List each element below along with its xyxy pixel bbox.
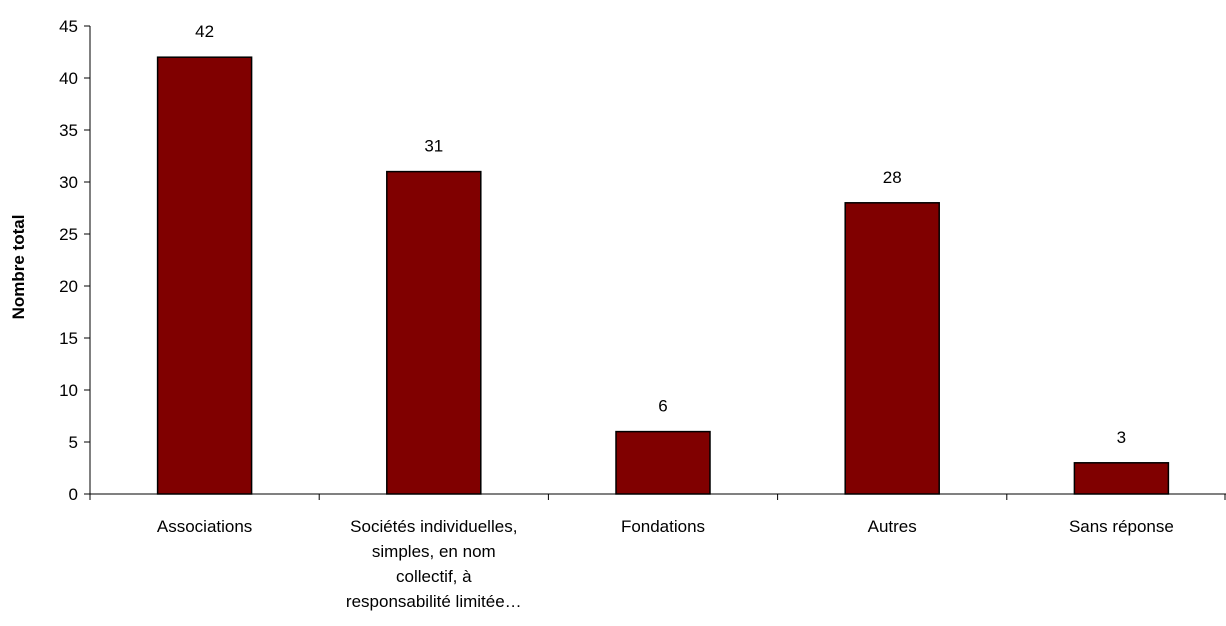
bar: [156, 56, 253, 495]
y-tick-label: 45: [59, 17, 78, 36]
data-label: 31: [424, 137, 443, 156]
y-axis-label: Nombre total: [9, 215, 28, 320]
value-labels: 42 31 6 28 3: [195, 22, 1126, 447]
category-labels: Associations Sociétés individuelles, simpl…: [157, 517, 1174, 611]
x-axis: [89, 493, 1226, 500]
x-tick-label: Autres: [868, 517, 917, 536]
data-label: 3: [1117, 428, 1126, 447]
y-tick-label: 35: [59, 121, 78, 140]
data-label: 6: [658, 397, 667, 416]
bar: [615, 430, 711, 495]
bars: [156, 56, 1170, 495]
bar: [844, 202, 940, 495]
y-tick-label: 30: [59, 173, 78, 192]
x-tick-label: Fondations: [621, 517, 705, 536]
x-tick-label: Associations: [157, 517, 252, 536]
bar: [1073, 462, 1170, 495]
y-tick-label: 40: [59, 69, 78, 88]
y-tick-label: 10: [59, 381, 78, 400]
y-axis-ticks: 0 5 10 15 20 25 30 35 40 45: [59, 17, 91, 504]
x-tick-label: Sociétés individuelles, simples, en nom co…: [346, 517, 522, 611]
data-label: 28: [883, 168, 902, 187]
y-tick-label: 5: [69, 433, 78, 452]
bar: [386, 170, 482, 495]
y-tick-label: 25: [59, 225, 78, 244]
y-tick-label: 20: [59, 277, 78, 296]
x-tick-label: Sans réponse: [1069, 517, 1174, 536]
data-label: 42: [195, 22, 214, 41]
y-tick-label: 0: [69, 485, 78, 504]
y-tick-label: 15: [59, 329, 78, 348]
